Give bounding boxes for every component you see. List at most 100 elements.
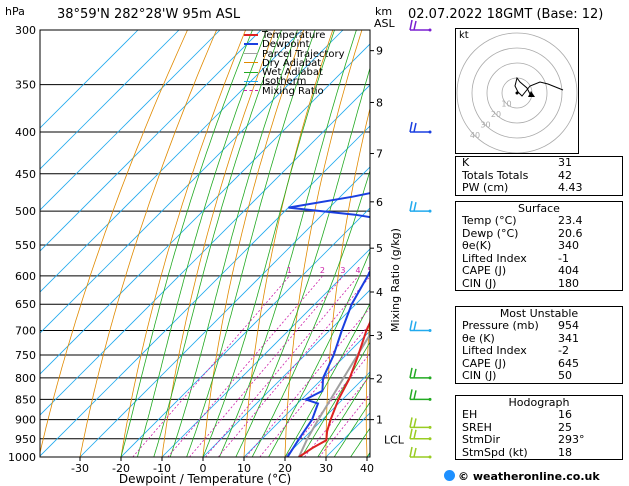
row-value: 18	[558, 445, 572, 459]
asl-unit-label: ASL	[374, 17, 395, 30]
legend-item: Wet Adiabat	[244, 68, 345, 78]
most-unstable-title: Most Unstable	[499, 307, 579, 320]
row-label: EH	[462, 408, 478, 421]
table-row: CAPE (J) 645	[456, 356, 622, 371]
isotherm-line	[243, 330, 370, 457]
hodograph-ring	[486, 62, 548, 124]
x-axis-label: Dewpoint / Temperature (°C)	[119, 472, 291, 486]
wet-adiabat-line	[219, 30, 357, 457]
row-value: 4.43	[558, 181, 583, 194]
pressure-tick-label: 350	[15, 79, 36, 92]
wind-barb-flag	[409, 320, 413, 331]
wet-adiabat-line	[120, 30, 253, 457]
hodograph-trace	[514, 76, 564, 97]
isotherm-line	[40, 30, 262, 252]
isotherm-line	[40, 30, 139, 129]
wind-barb-flag	[413, 122, 417, 133]
pressure-tick-label: 1000	[8, 451, 36, 464]
mixing-ratio-line	[217, 275, 370, 457]
mixing-ratio-line	[189, 275, 344, 457]
isotherm-line	[40, 30, 303, 293]
legend-swatch	[244, 43, 258, 46]
wet-adiabat-line	[235, 66, 370, 457]
legend-swatch	[244, 53, 258, 55]
wind-barb-dot	[428, 425, 432, 429]
hodograph-panel: kt	[455, 28, 579, 154]
wind-barb-dot	[428, 28, 432, 32]
legend-swatch	[244, 71, 258, 73]
temperature-line	[298, 320, 370, 457]
wind-barb-dot	[428, 329, 432, 333]
table-row: CIN (J) 180	[456, 276, 622, 291]
pressure-tick-label: 750	[15, 349, 36, 362]
wind-barb-flag	[409, 446, 413, 458]
legend-swatch	[244, 80, 258, 82]
pressure-tick-label: 650	[15, 298, 36, 311]
table-row: SREH 25	[456, 421, 622, 435]
isotherm-line	[79, 166, 370, 457]
row-label: CAPE (J)	[462, 264, 507, 277]
location-title: 38°59'N 282°28'W 95m ASL	[57, 7, 241, 22]
wind-barb-flag	[413, 321, 417, 331]
isotherm-line	[40, 30, 221, 211]
legend-item: Mixing Ratio	[244, 85, 345, 97]
row-label: CIN (J)	[462, 369, 497, 382]
footer-credit: © weatheronline.co.uk	[444, 470, 600, 483]
pressure-tick-label: 950	[15, 433, 36, 446]
row-value: 954	[558, 319, 579, 332]
row-label: PW (cm)	[462, 181, 509, 194]
row-label: Lifted Index	[462, 251, 527, 265]
wind-barb-flag	[413, 202, 417, 212]
legend-label: Mixing Ratio	[262, 85, 324, 97]
wet-adiabat-line	[333, 401, 370, 457]
most-unstable-table: Most Unstable Pressure (mb) 954 θe (K) 341 L…	[455, 306, 623, 384]
dry-adiabat-line	[79, 30, 217, 457]
wind-barb-flag	[413, 429, 417, 439]
mixing-ratio-line	[245, 307, 370, 457]
legend-swatch	[244, 34, 258, 36]
hodograph-ring-label: 30	[480, 121, 490, 130]
table-row: Lifted Index -1	[456, 251, 622, 266]
hodograph-ring-label: 10	[501, 100, 511, 109]
table-row: Lifted Index -2	[456, 344, 622, 358]
row-value: 50	[558, 369, 572, 382]
isotherm-line	[284, 371, 370, 457]
pressure-tick-label: 900	[15, 414, 36, 427]
wind-barb-flag	[413, 418, 417, 428]
pressure-tick-label: 400	[15, 126, 36, 139]
mixing-ratio-label: 10	[407, 266, 417, 275]
hodograph-table: Hodograph EH 16 SREH 25 StmDir 293° StmSpd (kt…	[455, 395, 623, 460]
hodograph-ring	[471, 47, 563, 139]
surface-title: Surface	[518, 202, 560, 215]
table-row: CAPE (J) 404	[456, 264, 622, 278]
row-value: 645	[558, 356, 579, 370]
pressure-tick-label: 500	[15, 205, 36, 218]
row-value: 20.6	[558, 226, 583, 240]
km-unit-label: km	[375, 5, 393, 18]
legend-label: Temperature	[262, 30, 326, 41]
mixing-ratio-line	[167, 275, 324, 457]
wind-barb-flag	[409, 121, 413, 133]
row-value: 340	[558, 239, 579, 252]
wet-adiabat-line	[268, 250, 370, 457]
wet-adiabat-line	[169, 30, 298, 457]
legend-item: Dry Adiabat	[244, 57, 345, 69]
table-row: Pressure (mb) 954	[456, 319, 622, 333]
table-row: θe (K) 341	[456, 332, 622, 346]
table-row: Totals Totals 42	[456, 168, 622, 183]
hodograph-unit-label: kt	[459, 30, 469, 41]
mixing-ratio-label: 4	[355, 266, 360, 275]
table-row: CIN (J) 50	[456, 369, 622, 383]
table-row: StmSpd (kt) 18	[456, 445, 622, 460]
table-row: Dewp (°C) 20.6	[456, 226, 622, 241]
mixing-ratio-line	[205, 275, 359, 457]
legend-label: Dry Adiabat	[262, 57, 322, 69]
wet-adiabat-line	[137, 30, 267, 457]
isotherm-line	[202, 289, 370, 457]
hodograph-table-title: Hodograph	[508, 396, 570, 409]
pressure-tick-label: 850	[15, 393, 36, 406]
row-label: CIN (J)	[462, 276, 497, 290]
temperature-tick-label: -30	[71, 462, 89, 475]
row-label: Totals Totals	[462, 168, 529, 182]
